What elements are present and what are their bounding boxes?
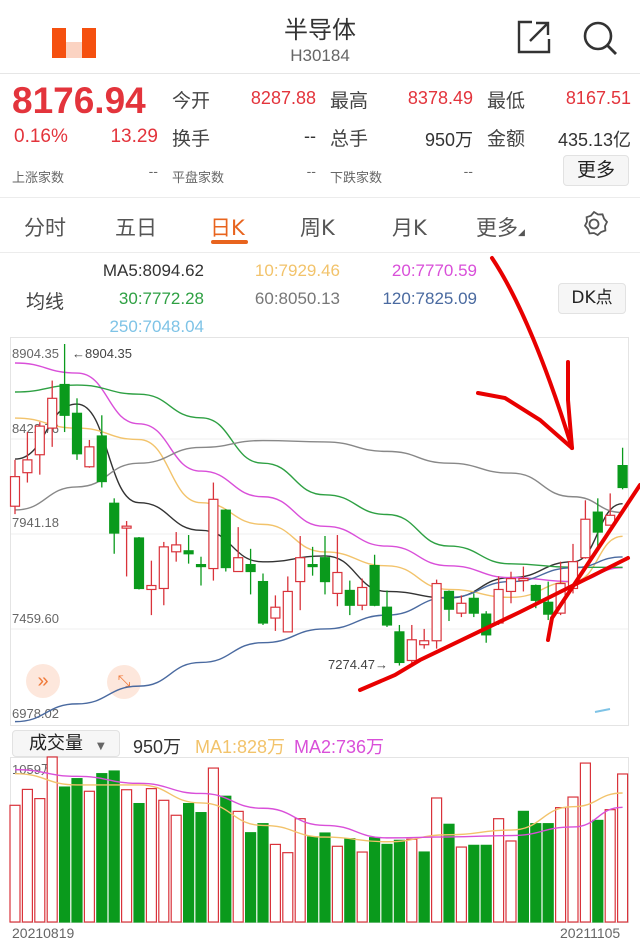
- tab-intraday[interactable]: 分时: [24, 216, 66, 240]
- y-tick: 7941.18: [12, 515, 59, 530]
- tab-daily-k[interactable]: 日K: [210, 216, 245, 240]
- stock-code: H30184: [290, 46, 350, 65]
- indicator-selector[interactable]: 成交量 ▼: [12, 730, 120, 757]
- divider: [0, 73, 640, 74]
- min-price-marker: 7274.47→: [328, 657, 388, 672]
- current-volume: 950万: [133, 737, 182, 757]
- open-value: 8287.88: [250, 88, 316, 108]
- tab-weekly-k[interactable]: 周K: [300, 216, 335, 240]
- share-icon[interactable]: [516, 19, 552, 55]
- ma-legend-title: 均线: [26, 291, 65, 313]
- tab-more-label: 更多: [476, 216, 518, 240]
- x-label-end: 20211105: [560, 925, 621, 941]
- dropdown-icon: ▼: [97, 741, 105, 752]
- ma120-value: 120:7825.09: [382, 289, 477, 308]
- open-label: 今开: [172, 90, 211, 112]
- settings-icon[interactable]: [580, 210, 609, 243]
- high-label: 最高: [330, 90, 369, 112]
- expand-left-icon[interactable]: »: [26, 664, 60, 698]
- ma5-value: MA5:8094.62: [102, 261, 204, 280]
- y-tick: 8422.76: [12, 421, 59, 436]
- down-count-label: 下跌家数: [330, 171, 383, 186]
- caret-icon: ◢: [518, 228, 525, 238]
- max-price-marker: ←8904.35: [72, 346, 132, 361]
- tab-monthly-k[interactable]: 月K: [392, 216, 427, 240]
- divider: [0, 197, 640, 198]
- change-value: 13.29: [110, 126, 158, 147]
- indicator-selector-label: 成交量: [29, 733, 83, 754]
- dk-point-button[interactable]: DK点: [558, 283, 626, 314]
- flat-count-value: --: [306, 165, 316, 180]
- flat-count-label: 平盘家数: [172, 171, 225, 186]
- y-tick: 6978.02: [12, 706, 59, 721]
- y-tick: 7459.60: [12, 611, 59, 626]
- x-label-start: 20210819: [12, 925, 75, 941]
- high-value: 8378.49: [407, 88, 473, 108]
- fullscreen-icon[interactable]: ⤡: [107, 665, 141, 699]
- last-price: 8176.94: [12, 80, 146, 121]
- volume-value: 950万: [424, 130, 473, 150]
- change-pct: 0.16%: [14, 126, 68, 147]
- ma30-value: 30:7772.28: [118, 289, 204, 308]
- amount-value: 435.13亿: [557, 130, 631, 150]
- page-title: 半导体: [284, 16, 356, 44]
- amount-label: 金额: [487, 128, 526, 150]
- turnover-label: 换手: [172, 128, 211, 150]
- ma60-value: 60:8050.13: [254, 289, 340, 308]
- more-quote-button[interactable]: 更多: [563, 155, 629, 186]
- y-tick: 8904.35: [12, 346, 59, 361]
- low-label: 最低: [487, 90, 526, 112]
- turnover-value: --: [304, 126, 316, 146]
- ma250-value: 250:7048.04: [109, 317, 204, 336]
- ma10-value: 10:7929.46: [254, 261, 340, 280]
- app-logo[interactable]: [52, 28, 96, 58]
- ma20-value: 20:7770.59: [391, 261, 477, 280]
- active-tab-indicator: [211, 240, 248, 244]
- tab-more[interactable]: 更多◢: [476, 212, 525, 242]
- volume-chart[interactable]: [10, 757, 629, 923]
- down-count-value: --: [463, 165, 473, 180]
- volume-ma1: MA1:828万: [195, 737, 286, 757]
- volume-max-label: 1059万: [12, 762, 54, 777]
- tab-five-day[interactable]: 五日: [115, 216, 157, 240]
- low-value: 8167.51: [565, 88, 631, 108]
- price-chart[interactable]: [10, 337, 629, 726]
- up-count-label: 上涨家数: [12, 171, 65, 186]
- volume-label: 总手: [330, 128, 369, 150]
- volume-ma2: MA2:736万: [294, 737, 385, 757]
- divider: [0, 252, 640, 253]
- up-count-value: --: [148, 165, 158, 180]
- search-icon[interactable]: [582, 20, 618, 56]
